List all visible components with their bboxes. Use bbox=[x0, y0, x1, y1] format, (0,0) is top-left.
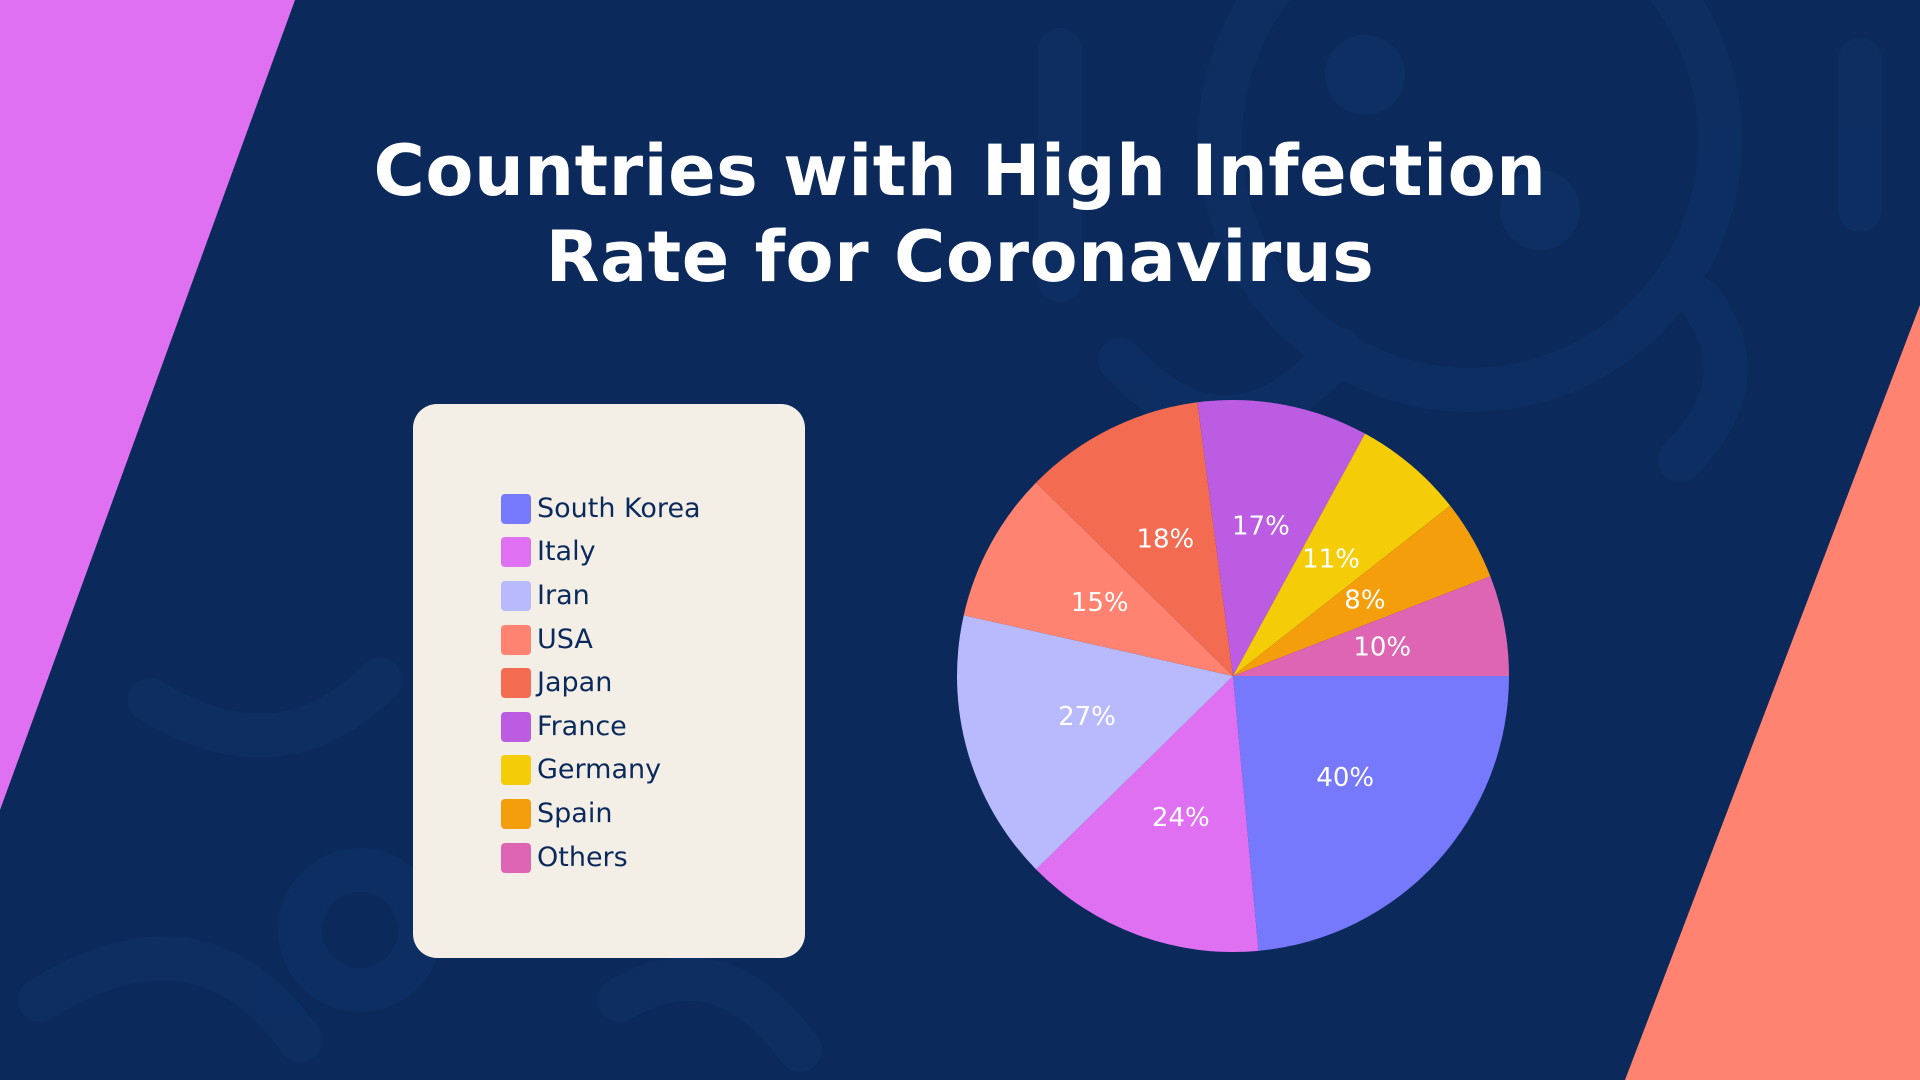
pie-data-label: 11% bbox=[1302, 545, 1360, 575]
legend-swatch bbox=[501, 580, 531, 611]
legend-swatch bbox=[501, 493, 531, 524]
title-line-1: Countries with High Infection bbox=[373, 130, 1547, 212]
legend-item: Germany bbox=[501, 749, 701, 793]
legend-label: Spain bbox=[537, 797, 613, 829]
pie-slice bbox=[1036, 402, 1233, 676]
pie-data-label: 18% bbox=[1136, 525, 1194, 555]
legend-item: Japan bbox=[501, 661, 701, 705]
legend-label: Iran bbox=[537, 579, 590, 611]
pie-data-label: 27% bbox=[1058, 702, 1116, 732]
title-line-2: Rate for Coronavirus bbox=[545, 216, 1375, 298]
legend-label: Germany bbox=[537, 754, 662, 786]
pie-slice bbox=[1036, 676, 1259, 953]
pie-slice bbox=[1233, 433, 1451, 676]
legend-swatch bbox=[501, 755, 531, 786]
legend-swatch bbox=[501, 537, 531, 568]
legend-label: Others bbox=[537, 841, 628, 873]
legend-card: South Korea Italy Iran USA Japan France German… bbox=[413, 404, 805, 958]
pie-slices bbox=[956, 400, 1509, 953]
legend-label: Japan bbox=[537, 667, 613, 699]
legend-swatch bbox=[501, 711, 531, 742]
pie-slice bbox=[1233, 576, 1509, 676]
legend-swatch bbox=[501, 842, 531, 873]
legend-swatch bbox=[501, 624, 531, 655]
pie-slice bbox=[1197, 400, 1366, 676]
corner-shape-right bbox=[1625, 305, 1920, 1080]
legend-item: South Korea bbox=[501, 487, 701, 531]
pie-data-label: 17% bbox=[1232, 511, 1290, 541]
corner-shape-left bbox=[0, 0, 295, 810]
pie-data-label: 8% bbox=[1344, 585, 1385, 615]
legend-label: Italy bbox=[537, 536, 596, 568]
legend-item: Spain bbox=[501, 792, 701, 836]
legend-swatch bbox=[501, 798, 531, 829]
legend-swatch bbox=[501, 668, 531, 699]
legend-label: South Korea bbox=[537, 492, 701, 524]
legend-label: France bbox=[537, 710, 627, 742]
legend-item: France bbox=[501, 705, 701, 749]
pie-slice bbox=[1233, 676, 1509, 951]
pie-data-label: 24% bbox=[1152, 803, 1210, 833]
legend-label: USA bbox=[537, 623, 593, 655]
legend: South Korea Italy Iran USA Japan France German… bbox=[501, 487, 701, 879]
pie-slice bbox=[956, 615, 1233, 870]
legend-item: USA bbox=[501, 618, 701, 662]
legend-item: Iran bbox=[501, 574, 701, 618]
pie-data-label: 10% bbox=[1353, 633, 1411, 663]
pie-data-labels: 40% 24% 27% 15% 18% 17% 11% 8% 10% bbox=[1058, 511, 1411, 833]
pie-data-label: 40% bbox=[1316, 763, 1374, 793]
chart-title: Countries with High Infection Rate for C… bbox=[360, 128, 1560, 300]
legend-item: Italy bbox=[501, 531, 701, 575]
legend-item: Others bbox=[501, 836, 701, 880]
pie-slice bbox=[1233, 505, 1491, 676]
pie-data-label: 15% bbox=[1071, 588, 1129, 618]
pie-slice bbox=[963, 482, 1233, 676]
